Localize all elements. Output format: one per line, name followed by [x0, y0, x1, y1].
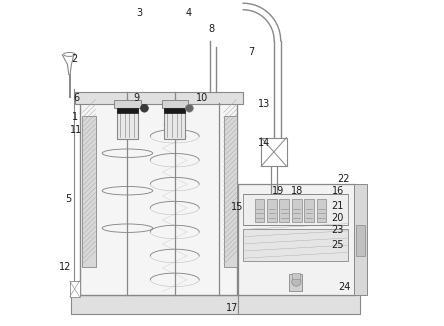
- Bar: [289, 274, 302, 291]
- Bar: [279, 199, 289, 222]
- Bar: [70, 281, 79, 297]
- Bar: [224, 116, 237, 267]
- Text: 4: 4: [186, 8, 192, 18]
- Text: 22: 22: [337, 174, 349, 184]
- Text: 2: 2: [71, 54, 78, 64]
- Text: 15: 15: [230, 202, 243, 212]
- Text: 23: 23: [332, 225, 344, 235]
- Circle shape: [186, 104, 193, 112]
- Text: 9: 9: [134, 93, 140, 103]
- Text: 8: 8: [209, 24, 214, 34]
- Bar: [80, 101, 237, 295]
- Text: 6: 6: [73, 93, 79, 103]
- Text: 20: 20: [332, 214, 344, 223]
- Bar: [117, 108, 138, 113]
- Text: 14: 14: [258, 139, 270, 148]
- Text: 7: 7: [248, 47, 254, 57]
- Bar: [83, 116, 95, 267]
- Text: 13: 13: [258, 99, 270, 109]
- Bar: [75, 92, 242, 104]
- Circle shape: [292, 277, 301, 286]
- Text: 25: 25: [332, 240, 344, 249]
- Circle shape: [140, 104, 148, 112]
- Text: 5: 5: [66, 194, 72, 204]
- Ellipse shape: [63, 52, 75, 56]
- Text: 11: 11: [70, 126, 82, 135]
- Bar: [354, 184, 367, 295]
- Bar: [292, 199, 301, 222]
- Text: 10: 10: [196, 93, 208, 103]
- Bar: [238, 295, 360, 314]
- Bar: [293, 273, 300, 279]
- Bar: [238, 184, 355, 295]
- Bar: [162, 100, 188, 108]
- Bar: [117, 108, 138, 139]
- Bar: [164, 108, 185, 139]
- Bar: [164, 108, 185, 113]
- Text: 18: 18: [291, 186, 303, 196]
- Text: 3: 3: [137, 8, 143, 18]
- Text: 12: 12: [59, 262, 71, 272]
- Bar: [261, 138, 286, 166]
- Text: 16: 16: [332, 186, 344, 196]
- Bar: [304, 199, 314, 222]
- Bar: [254, 199, 264, 222]
- Text: 24: 24: [338, 282, 350, 292]
- Bar: [356, 225, 365, 256]
- Text: 19: 19: [272, 186, 284, 196]
- Bar: [267, 199, 277, 222]
- Text: 17: 17: [226, 303, 238, 313]
- Bar: [317, 199, 326, 222]
- Bar: [243, 194, 348, 225]
- Text: 21: 21: [332, 201, 344, 211]
- Bar: [71, 295, 238, 314]
- Bar: [243, 229, 348, 261]
- Text: 1: 1: [71, 112, 78, 122]
- Bar: [114, 100, 141, 108]
